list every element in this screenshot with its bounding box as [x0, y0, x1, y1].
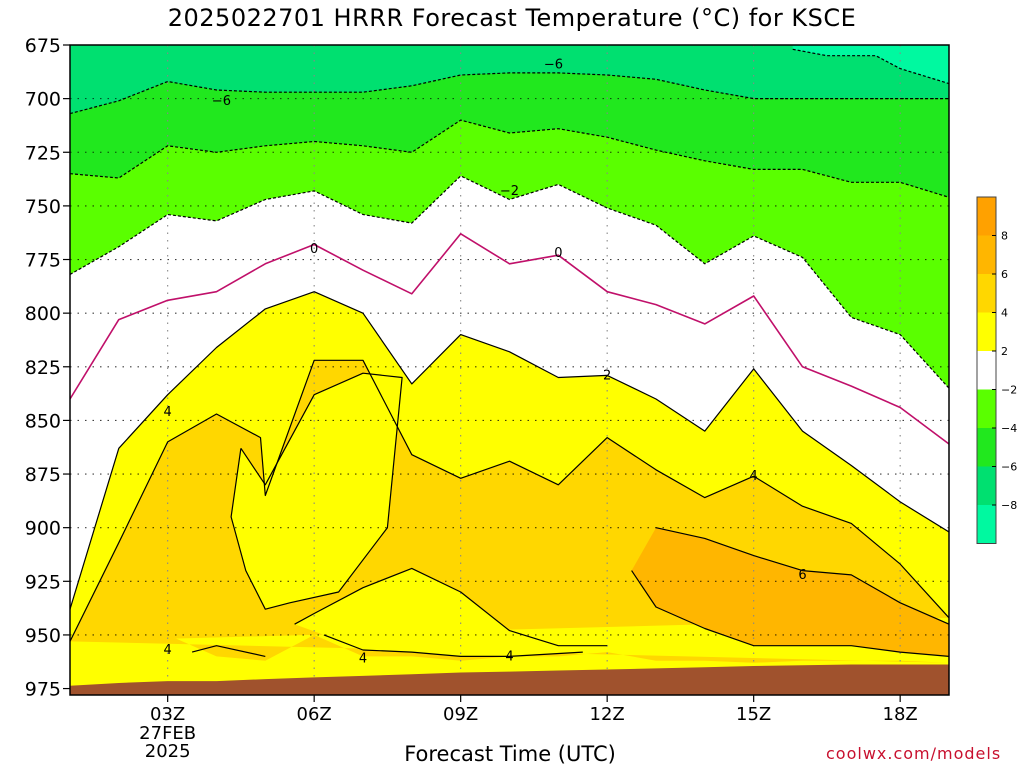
band-region-5 [231, 373, 403, 610]
contour-line-2 [70, 119, 949, 198]
colorbar-frame [976, 196, 997, 544]
colorbar: 8 6 4 2 −2 −4 −6 −8 [976, 196, 1017, 544]
colorbar-tick-label-2: 4 [1001, 307, 1008, 320]
contour-line-4 [70, 233, 949, 445]
contour-fills [70, 45, 949, 695]
contour-label-1: −6 [544, 57, 563, 72]
colorbar-band-1 [977, 235, 996, 274]
contour-line-0 [70, 72, 949, 115]
plot-frame [69, 44, 950, 696]
colorbar-band-7 [977, 466, 996, 505]
contour-line-9 [191, 645, 266, 657]
terrain-fill [70, 664, 949, 695]
colorbar-tick-label-1: 6 [1001, 268, 1008, 281]
colorbar-band-2 [977, 274, 996, 313]
band-region-6 [294, 568, 608, 657]
contour-line-3 [70, 175, 949, 389]
contour-label-0: −6 [212, 94, 231, 109]
colorbar-band-6 [977, 428, 996, 467]
contour-line-5 [70, 291, 949, 610]
x-tick-label-06Z: 06Z [297, 704, 332, 725]
y-tick-label-775: 775 [25, 250, 61, 272]
x-tick-label-18Z: 18Z [883, 704, 918, 725]
contour-line-6 [70, 359, 949, 642]
colorbar-band-4 [977, 351, 996, 390]
contour-label-4: 0 [554, 246, 562, 261]
contour-label-7: 4 [750, 469, 758, 484]
x-tick-label-09Z: 09Z [443, 704, 478, 725]
x-tick-sublabel-0: 27FEB [139, 723, 196, 744]
contour-label-11: 4 [505, 649, 513, 664]
chart-title: 2025022701 HRRR Forecast Temperature (°C… [167, 4, 857, 32]
colorbar-band-8 [977, 505, 996, 544]
contour-lines [70, 48, 949, 658]
contour-label-6: 4 [164, 405, 172, 420]
band-region-cold-corner [792, 45, 949, 84]
credit-link[interactable]: coolwx.com/models [826, 744, 1002, 763]
colorbar-tick-label-5: −4 [1001, 422, 1017, 435]
contour-line-12 [631, 570, 949, 657]
y-tick-label-675: 675 [25, 35, 61, 57]
band-region-7 [631, 527, 949, 657]
y-tick-label-850: 850 [25, 410, 61, 432]
contour-labels: −6 −6 −2 0 0 2 4 4 6 4 4 4 [164, 57, 807, 666]
y-tick-label-825: 825 [25, 357, 61, 379]
contour-label-3: 0 [310, 242, 318, 257]
y-tick-label-950: 950 [25, 625, 61, 647]
contour-line-8 [294, 567, 608, 647]
y-tick-label-900: 900 [25, 518, 61, 540]
contour-line-1 [792, 48, 949, 85]
terrain-polygon [70, 664, 949, 695]
x-tick-sublabel-1: 2025 [145, 741, 191, 762]
colorbar-band-3 [977, 312, 996, 351]
contour-label-10: 4 [359, 652, 367, 667]
y-tick-label-875: 875 [25, 464, 61, 486]
colorbar-tick-label-3: 2 [1001, 345, 1008, 358]
y-tick-label-725: 725 [25, 142, 61, 164]
colorbar-band-0 [977, 197, 996, 236]
x-axis-label: Forecast Time (UTC) [404, 742, 616, 766]
y-axis: 675 700 725 750 775 800 825 850 875 900 925 950 975 [25, 35, 70, 701]
contour-line-11 [655, 527, 949, 625]
x-tick-label-12Z: 12Z [590, 704, 625, 725]
x-tick-label-03Z: 03Z [150, 704, 185, 725]
y-tick-label-750: 750 [25, 196, 61, 218]
colorbar-tick-label-6: −6 [1001, 461, 1017, 474]
contour-line-7 [230, 372, 403, 610]
colorbar-tick-label-4: −2 [1001, 384, 1017, 397]
contour-label-2: −2 [500, 184, 519, 199]
contour-label-5: 2 [603, 368, 611, 383]
y-tick-label-700: 700 [25, 89, 61, 111]
colorbar-band-5 [977, 389, 996, 428]
y-tick-label-800: 800 [25, 303, 61, 325]
contour-line-10 [323, 634, 583, 658]
contour-label-9: 4 [164, 643, 172, 658]
colorbar-tick-label-0: 8 [1001, 230, 1008, 243]
y-tick-label-925: 925 [25, 571, 61, 593]
y-tick-label-975: 975 [25, 679, 61, 701]
colorbar-tick-label-7: −8 [1001, 499, 1017, 512]
contour-label-8: 6 [798, 568, 806, 583]
x-tick-label-15Z: 15Z [736, 704, 771, 725]
